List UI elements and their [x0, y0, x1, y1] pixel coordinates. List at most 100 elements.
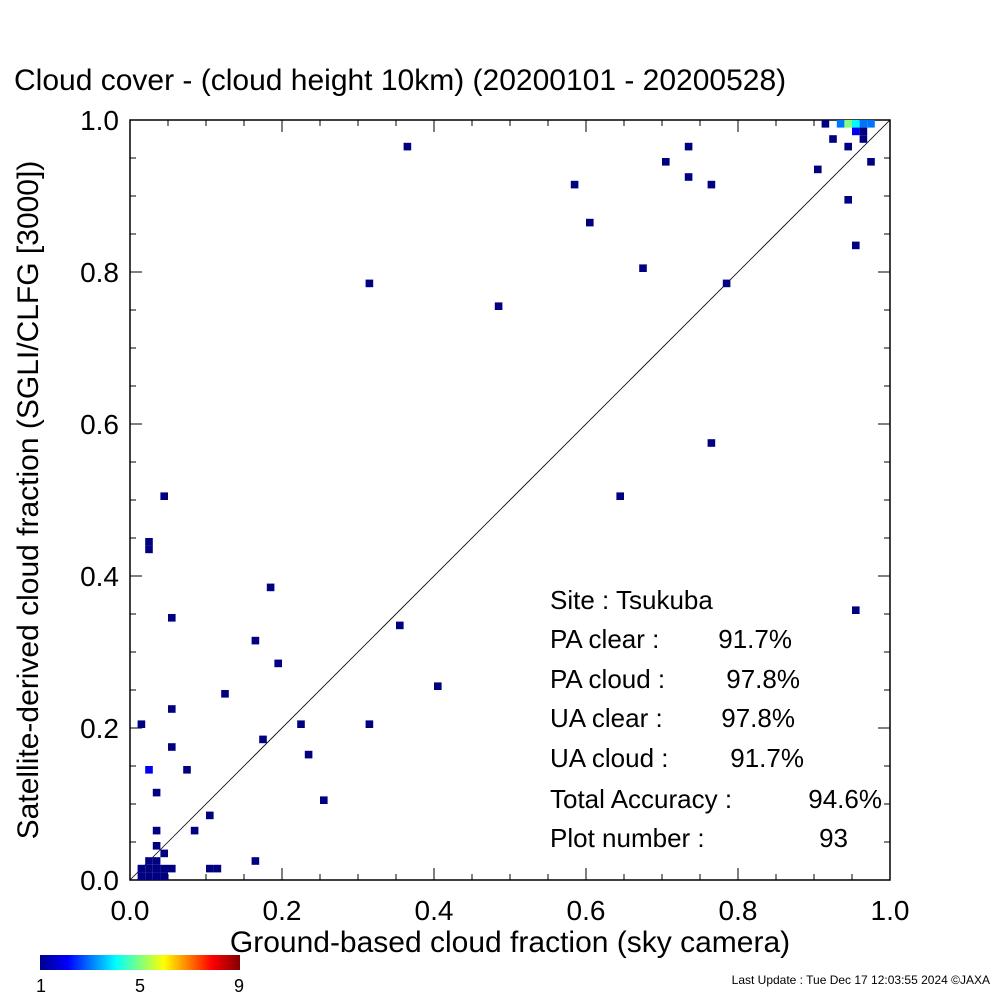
density-cell [152, 788, 161, 797]
density-cell [684, 142, 693, 151]
one-to-one-line [129, 119, 891, 881]
density-cell [859, 127, 868, 136]
density-cell [320, 796, 328, 804]
colorbar: 1 5 9 [36, 955, 244, 996]
x-axis-label: Ground-based cloud fraction (sky camera) [230, 926, 790, 959]
density-cell [152, 872, 161, 880]
density-cell [190, 826, 199, 835]
density-cell [297, 720, 305, 728]
plot-area [129, 119, 891, 881]
density-cell [160, 849, 168, 858]
density-cell [867, 158, 875, 166]
colorbar-min-label: 1 [36, 976, 46, 996]
density-cell [844, 196, 852, 204]
x-tick-labels: 0.0 0.2 0.4 0.6 0.8 1.0 [111, 895, 910, 926]
y-tick-labels: 0.0 0.2 0.4 0.6 0.8 1.0 [80, 105, 119, 896]
density-cell [684, 173, 693, 181]
colorbar-mid-label: 5 [135, 976, 145, 996]
density-cell [304, 750, 313, 759]
colorbar-gradient [40, 955, 240, 970]
density-cell [365, 279, 374, 288]
density-cell [266, 583, 275, 592]
density-cell [836, 120, 845, 128]
y-axis-label: Satellite-derived cloud fraction (SGLI/C… [12, 161, 45, 840]
density-cell [639, 264, 647, 272]
density-cell [168, 614, 176, 622]
density-cell [365, 720, 374, 728]
ua-clear-value: 97.8% [721, 703, 795, 733]
x-tick-label: 0.0 [111, 895, 150, 926]
density-cell [434, 682, 442, 690]
density-cell [586, 218, 594, 227]
density-cell [152, 842, 161, 850]
density-cell [160, 492, 168, 500]
density-cell [152, 826, 161, 835]
density-cell [221, 690, 229, 698]
total-accuracy-label: Total Accuracy : [550, 784, 732, 814]
total-accuracy-value: 94.6% [808, 784, 882, 814]
y-tick-label: 0.8 [80, 257, 119, 288]
density-cell [183, 766, 191, 774]
density-cell [722, 279, 731, 288]
density-cell [616, 492, 624, 500]
density-cells [137, 120, 875, 880]
density-cell [168, 864, 176, 873]
density-cell [145, 857, 153, 865]
density-cell [852, 606, 860, 614]
site-label: Site : Tsukuba [550, 585, 713, 615]
chart-title: Cloud cover - (cloud height 10km) (20200… [14, 64, 786, 97]
density-cell [867, 120, 875, 128]
density-cell [145, 538, 153, 546]
density-cell [403, 142, 412, 151]
density-cell [852, 127, 860, 136]
density-cell [213, 864, 222, 873]
accuracy-stats: Site : Tsukuba PA clear : 91.7% PA cloud… [550, 585, 882, 853]
density-cell [137, 872, 146, 880]
density-cell [251, 636, 260, 645]
density-cell [707, 180, 716, 189]
pa-cloud-label: PA cloud : [550, 664, 665, 694]
ua-cloud-value: 91.7% [730, 743, 804, 773]
y-tick-label: 0.0 [80, 865, 119, 896]
density-cell [160, 864, 168, 873]
density-cell [145, 766, 153, 774]
density-cell [259, 735, 267, 744]
density-cell [852, 241, 860, 250]
density-cell [396, 621, 404, 630]
density-cell [145, 545, 153, 554]
pa-clear-label: PA clear : [550, 624, 659, 654]
density-cell [821, 120, 830, 128]
ua-cloud-label: UA cloud : [550, 743, 669, 773]
density-cell [251, 857, 260, 865]
plot-number-label: Plot number : [550, 823, 705, 853]
y-tick-label: 1.0 [80, 105, 119, 136]
last-update-footer: Last Update : Tue Dec 17 12:03:55 2024 ©… [732, 973, 990, 987]
ua-clear-label: UA clear : [550, 703, 663, 733]
density-cell [145, 864, 153, 873]
y-tick-label: 0.2 [80, 713, 119, 744]
density-cell [168, 743, 176, 751]
pa-cloud-value: 97.8% [726, 664, 800, 694]
density-cell [662, 158, 670, 166]
density-cell [844, 142, 852, 151]
x-tick-label: 0.4 [415, 895, 454, 926]
density-cell [570, 180, 579, 189]
density-cell [852, 120, 860, 128]
density-cell [206, 864, 214, 873]
density-cell [859, 135, 868, 143]
density-cell [168, 705, 176, 713]
x-tick-label: 0.6 [567, 895, 606, 926]
density-cell [494, 302, 503, 310]
pa-clear-value: 91.7% [718, 624, 792, 654]
density-cell [829, 135, 837, 143]
density-cell [206, 811, 214, 820]
density-cell [152, 857, 161, 865]
x-tick-label: 0.8 [719, 895, 758, 926]
density-cell [814, 165, 822, 174]
plot-number-value: 93 [819, 823, 848, 853]
density-cell [152, 864, 161, 873]
y-tick-label: 0.4 [80, 561, 119, 592]
density-cell [160, 872, 168, 880]
x-tick-label: 0.2 [263, 895, 302, 926]
y-tick-label: 0.6 [80, 409, 119, 440]
